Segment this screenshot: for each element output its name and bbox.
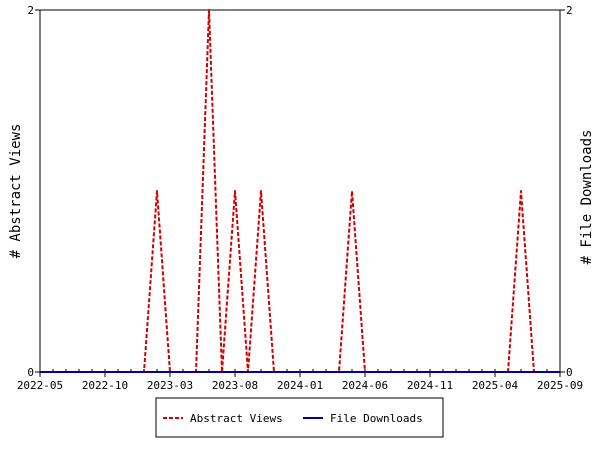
- y-left-tick-label: 0: [27, 366, 34, 379]
- y-axis-left: 02: [27, 4, 40, 379]
- y-right-tick-label: 0: [566, 366, 573, 379]
- legend-label-file-downloads: File Downloads: [330, 412, 423, 425]
- legend-box: [155, 397, 444, 438]
- legend: Abstract Views File Downloads: [155, 397, 444, 438]
- x-tick-label: 2024-01: [277, 379, 323, 392]
- series-layer: [40, 9, 560, 373]
- x-tick-label: 2024-06: [342, 379, 388, 392]
- y-axis-right: 02: [560, 4, 573, 379]
- x-tick-label: 2023-08: [212, 379, 258, 392]
- x-tick-label: 2022-10: [82, 379, 128, 392]
- legend-label-abstract-views: Abstract Views: [190, 412, 283, 425]
- y-axis-left-title: # Abstract Views: [8, 124, 24, 259]
- x-tick-label: 2024-11: [407, 379, 453, 392]
- x-tick-label: 2023-03: [147, 379, 193, 392]
- y-right-tick-label: 2: [566, 4, 573, 17]
- y-left-tick-label: 2: [27, 4, 34, 17]
- x-tick-label: 2025-04: [472, 379, 519, 392]
- y-axis-right-title: # File Downloads: [579, 130, 595, 265]
- x-tick-label: 2025-09: [537, 379, 583, 392]
- x-tick-label: 2022-05: [17, 379, 63, 392]
